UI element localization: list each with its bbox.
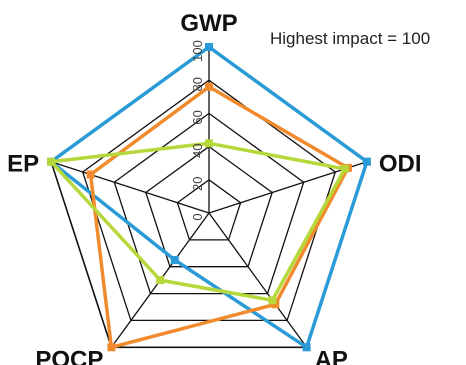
series-0-point-ap <box>302 343 311 352</box>
series-2-point-ap <box>268 296 277 305</box>
grid-ring-20 <box>176 178 242 241</box>
series-0-point-gwp <box>205 43 213 51</box>
axis-label-pocp: POCP <box>35 346 103 365</box>
series-2-line <box>47 141 348 303</box>
tick-label-60: 60 <box>190 110 205 124</box>
tick-label-100: 100 <box>190 40 205 62</box>
series-2-point-pocp <box>156 276 165 285</box>
grid-ring-60 <box>113 112 305 295</box>
spoke-odi <box>208 161 368 214</box>
series-2-point-odi <box>340 164 349 173</box>
tick-label-40: 40 <box>190 143 205 157</box>
axis-label-ep: EP <box>7 151 39 178</box>
series-0-point-odi <box>362 157 371 166</box>
series-1-point-pocp <box>107 343 116 352</box>
tick-label-80: 80 <box>190 77 205 91</box>
series-1-point-gwp <box>205 82 213 91</box>
spoke-ap <box>208 212 308 348</box>
series-0-line <box>48 44 369 351</box>
series-1-line <box>88 84 351 350</box>
grid-ring-40 <box>145 145 273 268</box>
radar-series <box>47 43 371 352</box>
axis-label-odi: ODI <box>379 151 422 178</box>
chart-annotation: Highest impact = 100 <box>270 29 430 48</box>
series-2-point-ep <box>47 157 56 166</box>
radar-axis-labels: GWP ODI AP POCP EP <box>7 10 421 365</box>
series-0-point-pocp <box>170 256 179 264</box>
series-2-point-gwp <box>205 139 213 148</box>
axis-label-ap: AP <box>315 346 348 365</box>
tick-label-0: 0 <box>190 213 205 220</box>
radar-tick-labels: 0 20 40 60 80 100 <box>190 40 205 220</box>
axis-label-gwp: GWP <box>180 10 237 37</box>
tick-label-20: 20 <box>190 177 205 191</box>
spoke-ep <box>50 161 210 214</box>
series-1-point-ep <box>86 170 95 179</box>
